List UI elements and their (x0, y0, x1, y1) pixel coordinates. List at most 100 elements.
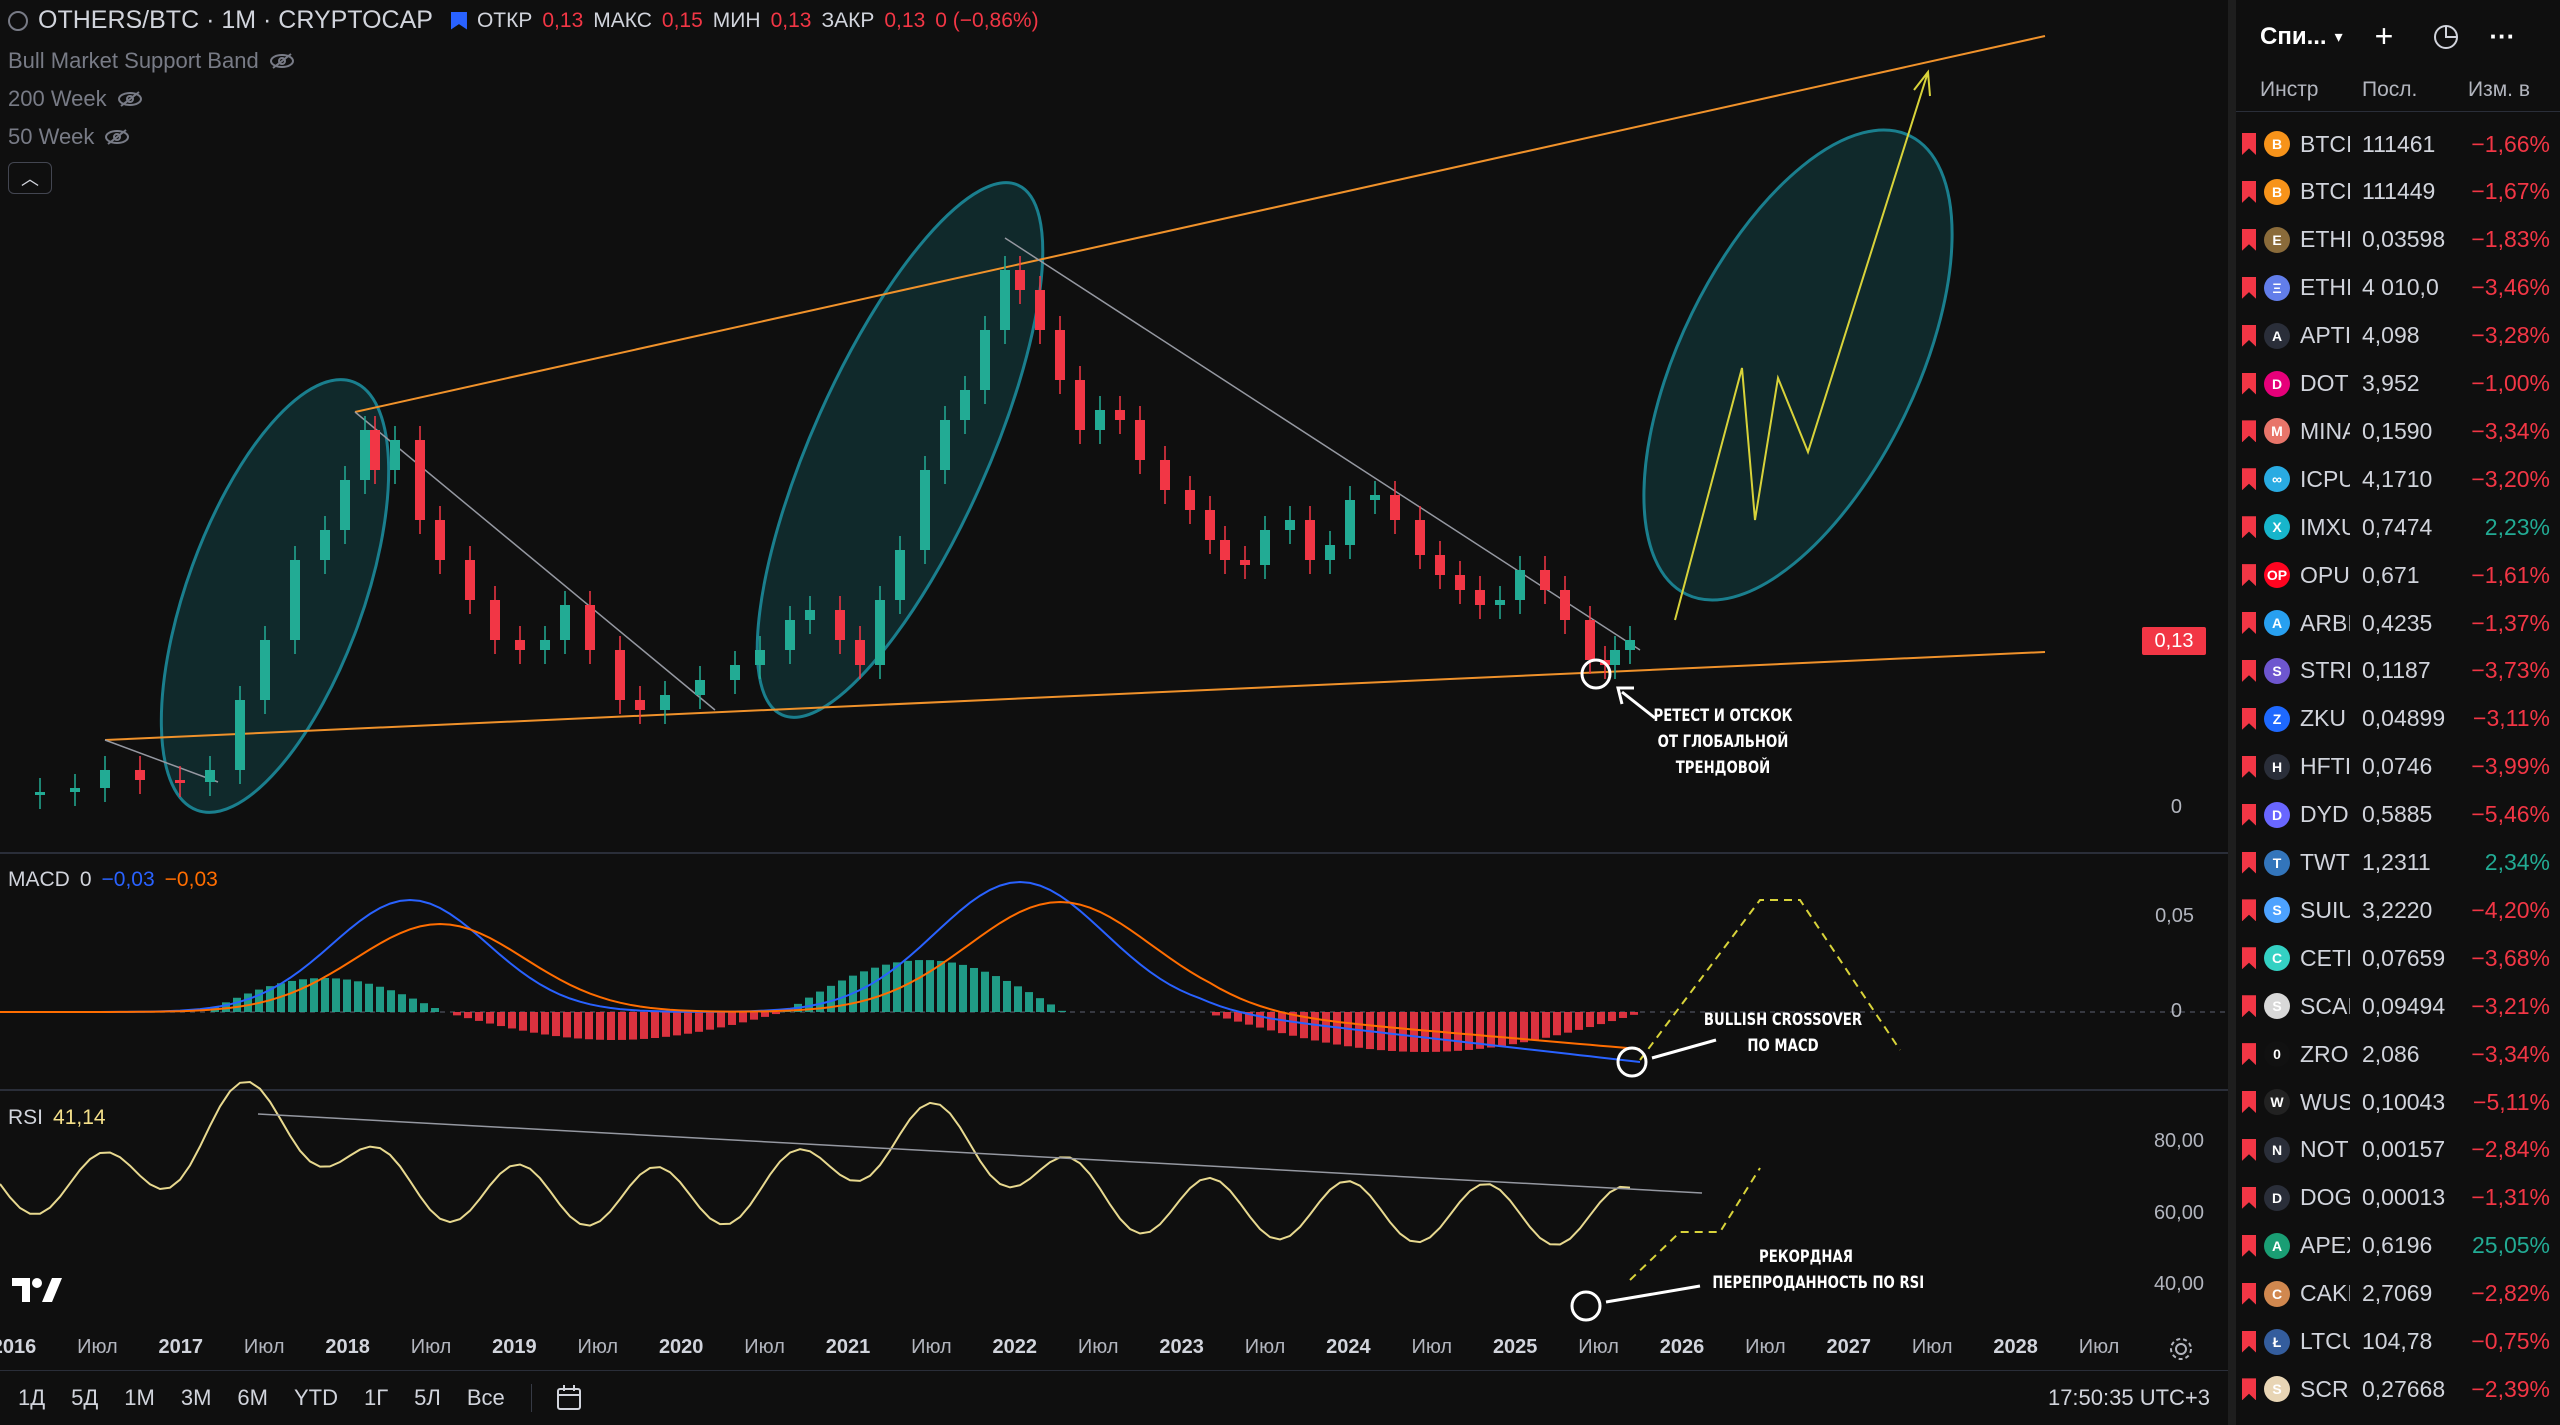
flag-icon[interactable] (2242, 947, 2256, 970)
hidden-eye-icon[interactable] (269, 52, 295, 70)
watchlist-row[interactable]: S STRI 0,1187 −3,73% (2236, 647, 2560, 695)
watchlist-row[interactable]: T TWT 1,2311 2,34% (2236, 839, 2560, 887)
clock[interactable]: 17:50:35 UTC+3 (2047, 1385, 2210, 1410)
flag-icon[interactable] (450, 11, 467, 30)
flag-icon[interactable] (2242, 1043, 2256, 1066)
rsi-legend[interactable]: RSI 41,14 (8, 1106, 106, 1130)
indicator-200-week[interactable]: 200 Week (8, 86, 143, 112)
watchlist-row[interactable]: C CAKI 2,7069 −2,82% (2236, 1270, 2560, 1318)
flag-icon[interactable] (2242, 1234, 2256, 1257)
flag-icon[interactable] (2242, 516, 2256, 539)
watchlist-row[interactable]: B BTCI 111449 −1,67% (2236, 168, 2560, 216)
collapse-legend-button[interactable]: ︿ (8, 162, 52, 194)
watchlist-row[interactable]: H HFTI 0,0746 −3,99% (2236, 743, 2560, 791)
flag-icon[interactable] (2242, 1378, 2256, 1401)
rsi-axis-60: 60,00 (2153, 1202, 2204, 1224)
watchlist-row[interactable]: W WUS 0,10043 −5,11% (2236, 1078, 2560, 1126)
flag-icon[interactable] (2242, 1282, 2256, 1305)
indicator-50-week[interactable]: 50 Week (8, 124, 130, 150)
watchlist-row[interactable]: A ARBI 0,4235 −1,37% (2236, 599, 2560, 647)
watchlist-row[interactable]: 0 ZRO 2,086 −3,34% (2236, 1030, 2560, 1078)
macd-legend[interactable]: MACD 0 −0,03 −0,03 (8, 868, 218, 892)
flag-icon[interactable] (2242, 276, 2256, 299)
watchlist-row[interactable]: M MINA 0,1590 −3,34% (2236, 407, 2560, 455)
range-button[interactable]: 5Л (414, 1385, 441, 1410)
watchlist-row[interactable]: Ł LTCU 104,78 −0,75% (2236, 1318, 2560, 1366)
tradingview-logo-icon[interactable] (12, 1276, 62, 1304)
flag-icon[interactable] (2242, 995, 2256, 1018)
flag-icon[interactable] (2242, 899, 2256, 922)
flag-icon[interactable] (2242, 1138, 2256, 1161)
watchlist-row[interactable]: S SCRI 0,27668 −2,39% (2236, 1365, 2560, 1413)
range-button[interactable]: 1Г (363, 1385, 389, 1410)
column-last[interactable]: Посл. (2362, 78, 2418, 101)
flag-icon[interactable] (2242, 1091, 2256, 1113)
candle-body (1455, 575, 1465, 590)
flag-icon[interactable] (2242, 755, 2256, 778)
high-value: 0,15 (661, 8, 703, 32)
watchlist-row[interactable]: N NOT 0,00157 −2,84% (2236, 1126, 2560, 1174)
watchlist-row[interactable]: OP OPU 0,671 −1,61% (2236, 551, 2560, 599)
flag-icon[interactable] (2242, 564, 2256, 587)
range-button[interactable]: 1Д (18, 1385, 46, 1410)
macd-histogram-bar (838, 980, 846, 1012)
column-change[interactable]: Изм. в (2468, 78, 2530, 101)
flag-icon[interactable] (2242, 851, 2256, 874)
chevron-down-icon[interactable]: ▾ (2334, 28, 2343, 46)
row-symbol: SUIU (2300, 896, 2350, 923)
more-options-icon[interactable]: ··· (2489, 21, 2516, 51)
row-symbol: STRI (2300, 657, 2350, 684)
settings-gear-icon[interactable] (2168, 1336, 2194, 1362)
watchlist-row[interactable]: X IMXU 0,7474 2,23% (2236, 503, 2560, 551)
watchlist-row[interactable]: Ξ ETHI 4 010,0 −3,46% (2236, 264, 2560, 312)
watchlist-row[interactable]: Z ZKU 0,04899 −3,11% (2236, 695, 2560, 743)
coin-icon: N (2264, 1136, 2290, 1163)
chart-canvas[interactable] (0, 0, 2228, 1370)
range-button[interactable]: Все (466, 1385, 505, 1410)
watchlist-row[interactable]: A APEX 0,6196 25,05% (2236, 1222, 2560, 1270)
watchlist-row[interactable]: D DOG 0,00013 −1,31% (2236, 1174, 2560, 1222)
flag-icon[interactable] (2242, 228, 2256, 251)
calendar-icon[interactable] (554, 1383, 584, 1413)
flag-icon[interactable] (2242, 180, 2256, 203)
watchlist-row[interactable]: S SUIU 3,2220 −4,20% (2236, 886, 2560, 934)
watchlist-row[interactable]: D DYD 0,5885 −5,46% (2236, 791, 2560, 839)
flag-icon[interactable] (2242, 133, 2256, 155)
hidden-eye-icon[interactable] (117, 90, 143, 108)
flag-icon[interactable] (2242, 1186, 2256, 1209)
hidden-eye-icon[interactable] (104, 128, 130, 146)
flag-icon[interactable] (2242, 612, 2256, 634)
flag-icon[interactable] (2242, 659, 2256, 682)
flag-icon[interactable] (2242, 420, 2256, 443)
chart-pie-icon[interactable] (2431, 22, 2461, 52)
flag-icon[interactable] (2242, 803, 2256, 826)
watchlist-row[interactable]: S SCAI 0,09494 −3,21% (2236, 982, 2560, 1030)
range-buttons: 1Д 5Д 1М 3М 6М YTD 1Г 5Л Все (18, 1385, 531, 1411)
indicator-bull-band[interactable]: Bull Market Support Band (8, 48, 295, 74)
time-axis-label: 2023 (1159, 1336, 1204, 1358)
rsi-axis-80: 80,00 (2153, 1130, 2204, 1152)
flag-icon[interactable] (2242, 324, 2256, 347)
watchlist-row[interactable]: B BTCI 111461 −1,66% (2236, 120, 2560, 168)
range-button[interactable]: YTD (293, 1385, 338, 1410)
watchlist-row[interactable]: ∞ ICPU 4,1710 −3,20% (2236, 455, 2560, 503)
watchlist-row[interactable]: A APTI 4,098 −3,28% (2236, 312, 2560, 360)
watchlist-row[interactable]: C CETI 0,07659 −3,68% (2236, 934, 2560, 982)
column-symbol[interactable]: Инстр (2260, 78, 2319, 101)
watchlist-row[interactable]: E ETHI 0,03598 −1,83% (2236, 216, 2560, 264)
flag-icon[interactable] (2242, 468, 2256, 491)
row-last-price: 2,7069 (2362, 1280, 2433, 1307)
range-button[interactable]: 5Д (71, 1385, 99, 1410)
range-button[interactable]: 1М (124, 1385, 155, 1410)
row-last-price: 0,07659 (2362, 944, 2446, 971)
range-button[interactable]: 3М (180, 1385, 212, 1410)
watchlist-title[interactable]: Спи... (2260, 22, 2327, 50)
flag-icon[interactable] (2242, 372, 2256, 395)
watchlist-row[interactable]: D DOT 3,952 −1,00% (2236, 360, 2560, 408)
flag-icon[interactable] (2242, 707, 2256, 730)
add-symbol-icon[interactable]: + (2374, 18, 2394, 54)
symbol-title[interactable]: OTHERS/BTC · 1M · CRYPTOCAP (38, 6, 433, 34)
flag-icon[interactable] (2242, 1330, 2256, 1353)
range-button[interactable]: 6М (237, 1385, 268, 1410)
chart-area[interactable]: OTHERS/BTC · 1M · CRYPTOCAP ОТКР 0,13 МАК… (0, 0, 2228, 1425)
